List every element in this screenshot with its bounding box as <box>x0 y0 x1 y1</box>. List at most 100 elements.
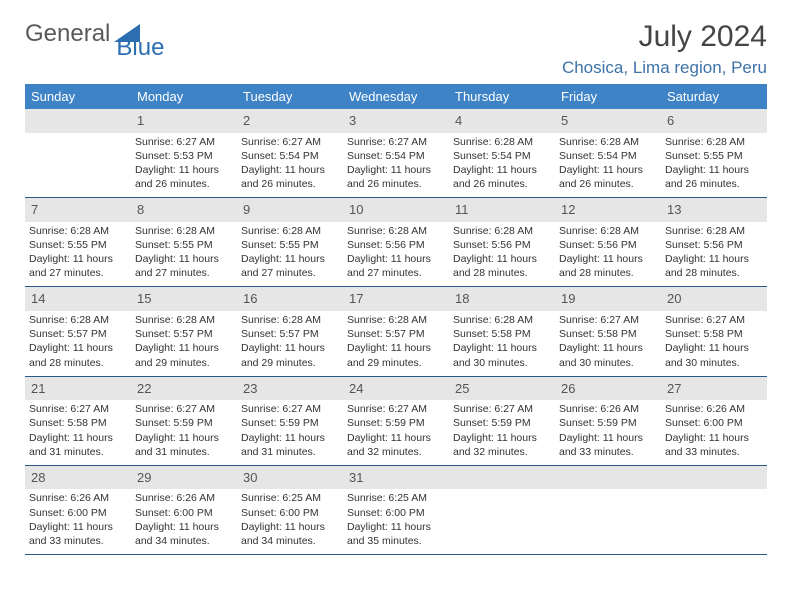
sunrise-text: Sunrise: 6:28 AM <box>559 135 657 149</box>
day-number: 17 <box>343 287 449 311</box>
day-number: 15 <box>131 287 237 311</box>
location-line: Chosica, Lima region, Peru <box>562 58 767 78</box>
sunrise-text: Sunrise: 6:28 AM <box>135 313 233 327</box>
day-cell: Sunrise: 6:27 AMSunset: 5:54 PMDaylight:… <box>237 133 343 198</box>
logo-text-blue: Blue <box>116 34 164 62</box>
daylight-text: Daylight: 11 hours and 30 minutes. <box>559 341 657 369</box>
daylight-text: Daylight: 11 hours and 26 minutes. <box>453 163 551 191</box>
sunset-text: Sunset: 5:57 PM <box>29 327 127 341</box>
day-cell: Sunrise: 6:28 AMSunset: 5:54 PMDaylight:… <box>555 133 661 198</box>
sunrise-text: Sunrise: 6:28 AM <box>347 313 445 327</box>
day-number: 8 <box>131 198 237 222</box>
sunrise-text: Sunrise: 6:25 AM <box>347 491 445 505</box>
day-cell <box>555 489 661 554</box>
day-number-row: 123456 <box>25 109 767 133</box>
day-cell: Sunrise: 6:28 AMSunset: 5:56 PMDaylight:… <box>555 222 661 287</box>
sunset-text: Sunset: 6:00 PM <box>347 506 445 520</box>
sunrise-text: Sunrise: 6:28 AM <box>135 224 233 238</box>
day-cell: Sunrise: 6:28 AMSunset: 5:56 PMDaylight:… <box>343 222 449 287</box>
day-number: 30 <box>237 465 343 489</box>
day-number: 13 <box>661 198 767 222</box>
sunset-text: Sunset: 5:58 PM <box>453 327 551 341</box>
daylight-text: Daylight: 11 hours and 31 minutes. <box>241 431 339 459</box>
day-number: 19 <box>555 287 661 311</box>
day-cell <box>449 489 555 554</box>
day-cell: Sunrise: 6:27 AMSunset: 5:54 PMDaylight:… <box>343 133 449 198</box>
sunrise-text: Sunrise: 6:27 AM <box>347 402 445 416</box>
daylight-text: Daylight: 11 hours and 27 minutes. <box>241 252 339 280</box>
day-number: 21 <box>25 376 131 400</box>
sunset-text: Sunset: 5:56 PM <box>453 238 551 252</box>
sunset-text: Sunset: 5:59 PM <box>135 416 233 430</box>
day-cell: Sunrise: 6:27 AMSunset: 5:53 PMDaylight:… <box>131 133 237 198</box>
sunset-text: Sunset: 5:55 PM <box>241 238 339 252</box>
logo: General Blue <box>25 20 164 48</box>
day-number <box>25 109 131 133</box>
day-number: 5 <box>555 109 661 133</box>
calendar-table: Sunday Monday Tuesday Wednesday Thursday… <box>25 84 767 555</box>
day-cell: Sunrise: 6:26 AMSunset: 6:00 PMDaylight:… <box>661 400 767 465</box>
day-number: 25 <box>449 376 555 400</box>
sunset-text: Sunset: 5:56 PM <box>347 238 445 252</box>
daylight-text: Daylight: 11 hours and 28 minutes. <box>453 252 551 280</box>
day-data-row: Sunrise: 6:27 AMSunset: 5:53 PMDaylight:… <box>25 133 767 198</box>
sunrise-text: Sunrise: 6:27 AM <box>559 313 657 327</box>
daylight-text: Daylight: 11 hours and 33 minutes. <box>665 431 763 459</box>
day-cell <box>661 489 767 554</box>
day-cell: Sunrise: 6:27 AMSunset: 5:59 PMDaylight:… <box>343 400 449 465</box>
day-cell: Sunrise: 6:28 AMSunset: 5:56 PMDaylight:… <box>661 222 767 287</box>
sunrise-text: Sunrise: 6:26 AM <box>665 402 763 416</box>
day-cell: Sunrise: 6:26 AMSunset: 6:00 PMDaylight:… <box>25 489 131 554</box>
sunset-text: Sunset: 5:57 PM <box>241 327 339 341</box>
daylight-text: Daylight: 11 hours and 26 minutes. <box>241 163 339 191</box>
daylight-text: Daylight: 11 hours and 32 minutes. <box>347 431 445 459</box>
day-cell <box>25 133 131 198</box>
sunrise-text: Sunrise: 6:28 AM <box>29 313 127 327</box>
day-number: 23 <box>237 376 343 400</box>
day-number: 18 <box>449 287 555 311</box>
dow-thu: Thursday <box>449 84 555 109</box>
day-data-row: Sunrise: 6:28 AMSunset: 5:55 PMDaylight:… <box>25 222 767 287</box>
daylight-text: Daylight: 11 hours and 28 minutes. <box>29 341 127 369</box>
day-number: 4 <box>449 109 555 133</box>
daylight-text: Daylight: 11 hours and 27 minutes. <box>135 252 233 280</box>
daylight-text: Daylight: 11 hours and 30 minutes. <box>665 341 763 369</box>
day-data-row: Sunrise: 6:27 AMSunset: 5:58 PMDaylight:… <box>25 400 767 465</box>
daylight-text: Daylight: 11 hours and 29 minutes. <box>347 341 445 369</box>
daylight-text: Daylight: 11 hours and 35 minutes. <box>347 520 445 548</box>
sunset-text: Sunset: 6:00 PM <box>29 506 127 520</box>
dow-sun: Sunday <box>25 84 131 109</box>
sunrise-text: Sunrise: 6:27 AM <box>135 402 233 416</box>
dow-mon: Monday <box>131 84 237 109</box>
day-number: 24 <box>343 376 449 400</box>
daylight-text: Daylight: 11 hours and 31 minutes. <box>135 431 233 459</box>
day-data-row: Sunrise: 6:28 AMSunset: 5:57 PMDaylight:… <box>25 311 767 376</box>
sunset-text: Sunset: 6:00 PM <box>241 506 339 520</box>
sunrise-text: Sunrise: 6:28 AM <box>453 135 551 149</box>
sunset-text: Sunset: 5:53 PM <box>135 149 233 163</box>
daylight-text: Daylight: 11 hours and 26 minutes. <box>347 163 445 191</box>
sunrise-text: Sunrise: 6:26 AM <box>135 491 233 505</box>
daylight-text: Daylight: 11 hours and 32 minutes. <box>453 431 551 459</box>
day-number <box>661 465 767 489</box>
sunrise-text: Sunrise: 6:28 AM <box>29 224 127 238</box>
day-number: 2 <box>237 109 343 133</box>
sunset-text: Sunset: 5:56 PM <box>665 238 763 252</box>
day-number: 12 <box>555 198 661 222</box>
sunset-text: Sunset: 5:54 PM <box>559 149 657 163</box>
day-cell: Sunrise: 6:28 AMSunset: 5:55 PMDaylight:… <box>25 222 131 287</box>
day-number <box>555 465 661 489</box>
sunset-text: Sunset: 5:59 PM <box>241 416 339 430</box>
day-number: 11 <box>449 198 555 222</box>
dow-fri: Friday <box>555 84 661 109</box>
day-cell: Sunrise: 6:25 AMSunset: 6:00 PMDaylight:… <box>343 489 449 554</box>
day-cell: Sunrise: 6:28 AMSunset: 5:58 PMDaylight:… <box>449 311 555 376</box>
weekday-header-row: Sunday Monday Tuesday Wednesday Thursday… <box>25 84 767 109</box>
day-number: 20 <box>661 287 767 311</box>
day-number: 7 <box>25 198 131 222</box>
daylight-text: Daylight: 11 hours and 26 minutes. <box>559 163 657 191</box>
day-data-row: Sunrise: 6:26 AMSunset: 6:00 PMDaylight:… <box>25 489 767 554</box>
sunrise-text: Sunrise: 6:28 AM <box>559 224 657 238</box>
dow-tue: Tuesday <box>237 84 343 109</box>
day-number-row: 14151617181920 <box>25 287 767 311</box>
